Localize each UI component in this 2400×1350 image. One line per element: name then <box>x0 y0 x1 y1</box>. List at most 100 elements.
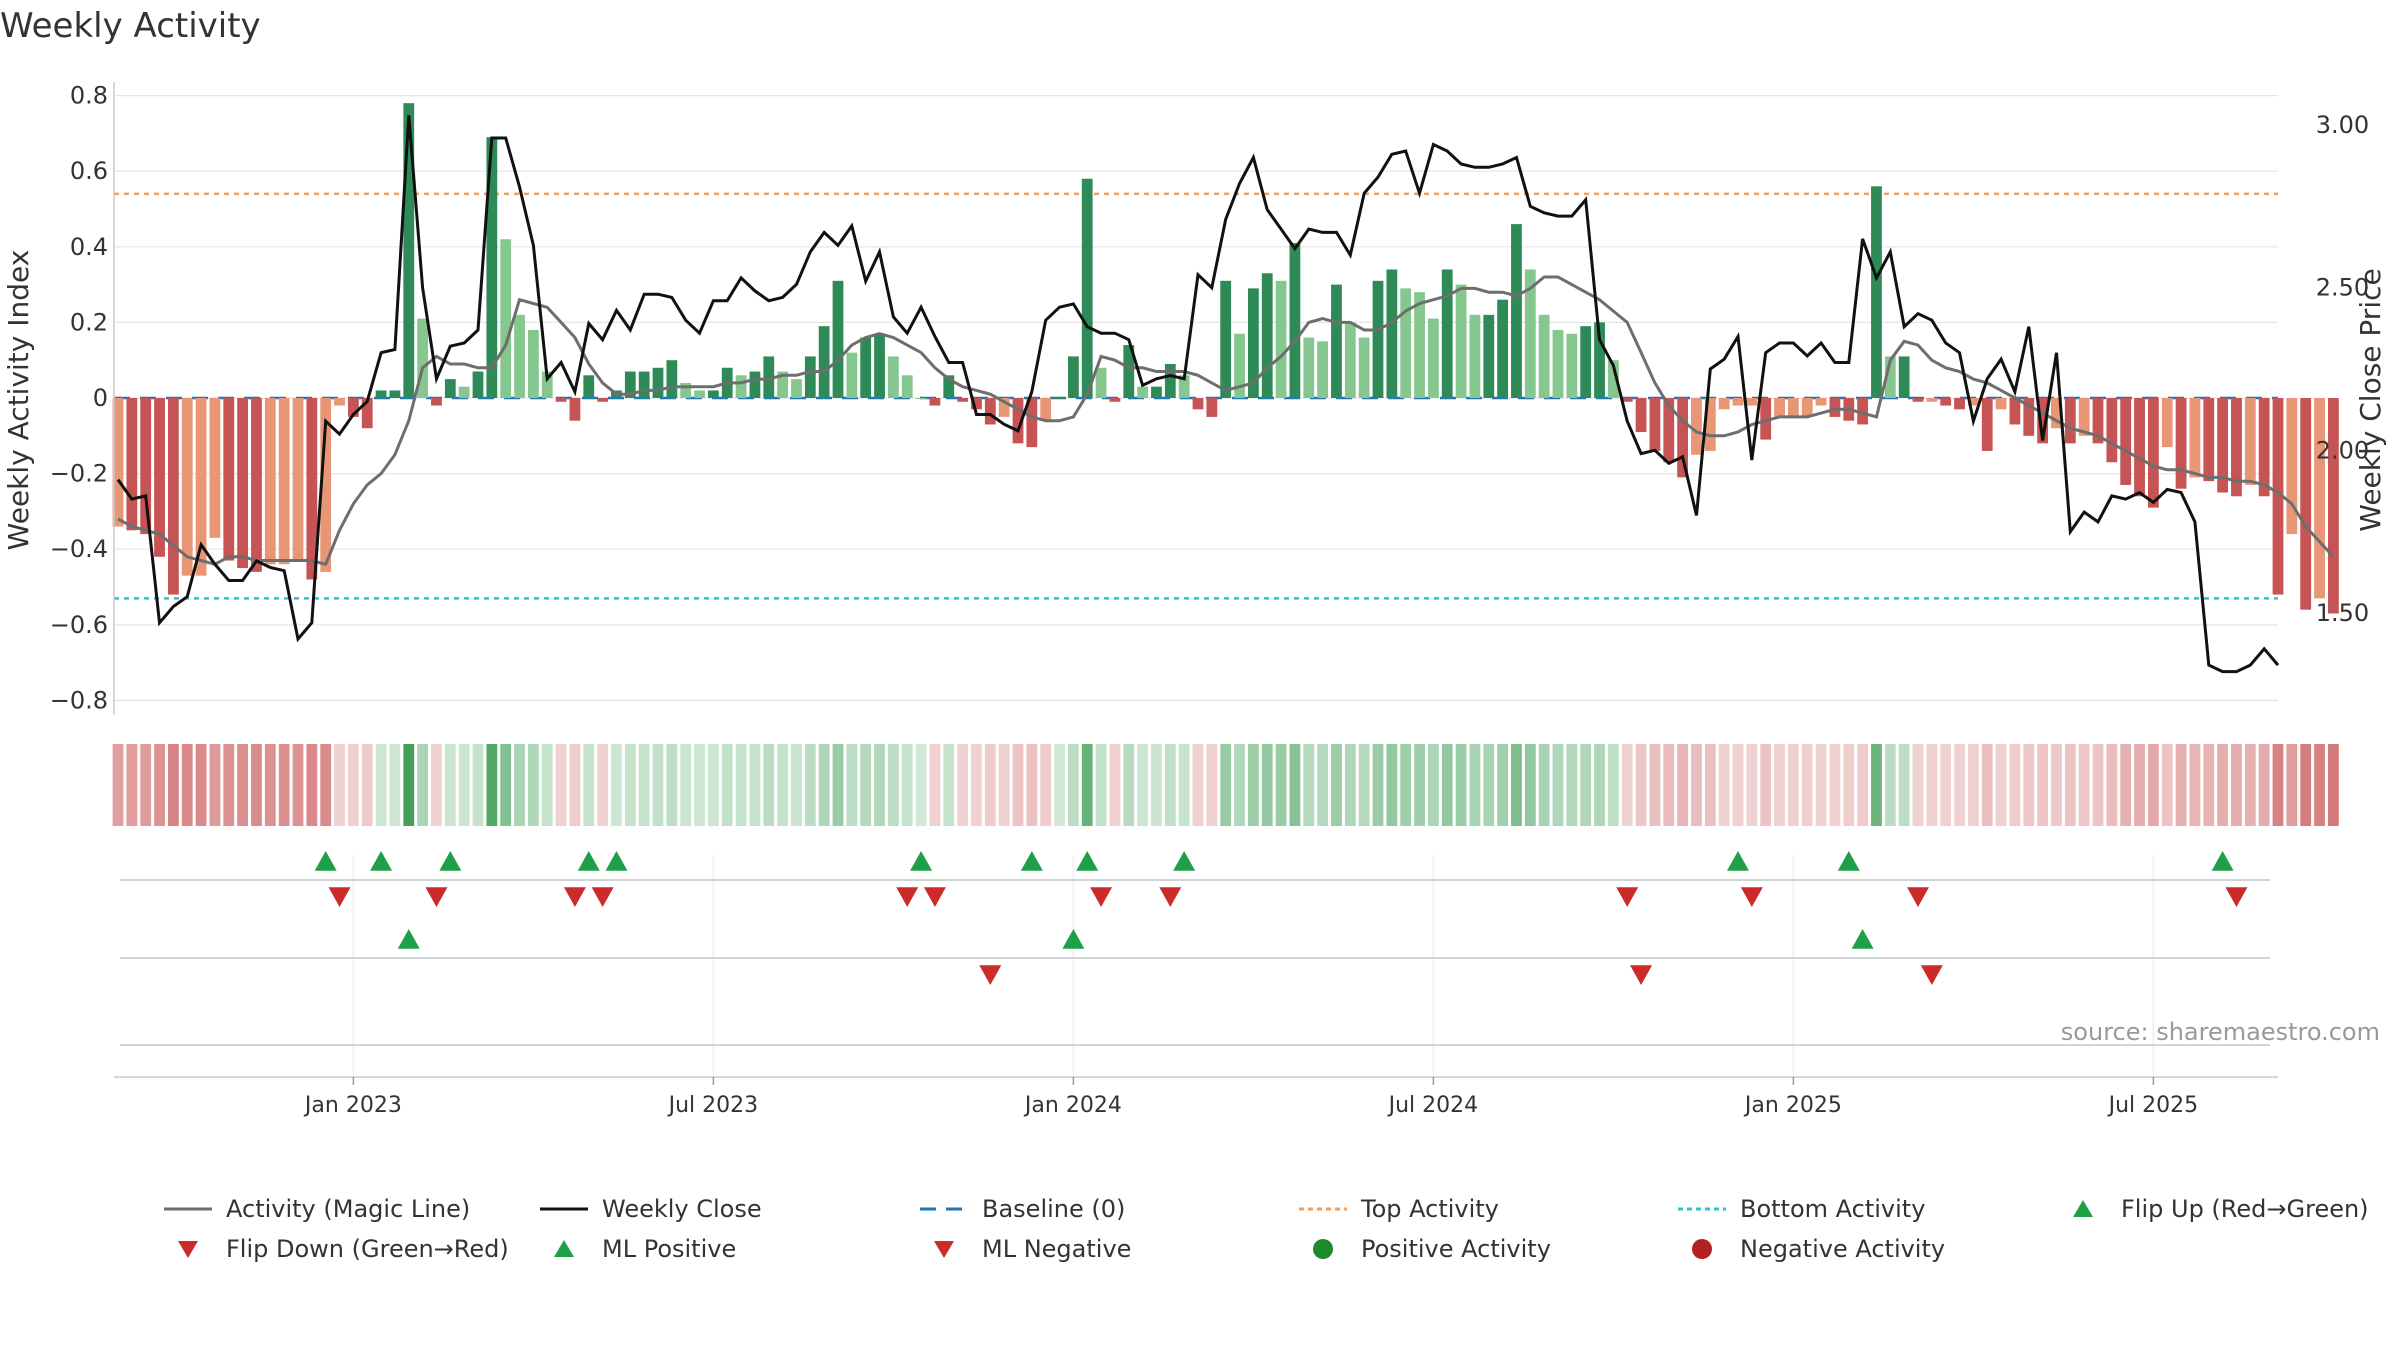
activity-bar <box>444 379 456 398</box>
x-tick-label: Jul 2025 <box>2107 1093 2199 1118</box>
activity-bar <box>1718 398 1730 410</box>
activity-bar <box>2175 398 2187 489</box>
activity-bar <box>2286 398 2298 535</box>
heat-cell <box>1801 744 1813 826</box>
heat-cell <box>2327 744 2339 826</box>
heat-cell <box>1718 744 1730 826</box>
legend-item: ML Negative <box>916 1235 1131 1263</box>
y-tick-label: 0.6 <box>70 157 108 185</box>
heat-cell <box>154 744 165 826</box>
activity-bar <box>1164 363 1176 398</box>
heat-cell <box>1898 744 1910 826</box>
heat-cell <box>874 744 885 826</box>
activity-bar <box>1109 398 1121 402</box>
activity-bar <box>1372 280 1384 398</box>
activity-bar <box>541 371 553 398</box>
activity-bar <box>1511 224 1522 398</box>
heat-cell <box>1206 744 1218 826</box>
heat-cell <box>1441 744 1453 826</box>
activity-bar <box>1331 284 1342 398</box>
y2-tick-label: 2.00 <box>2316 436 2369 464</box>
activity-bar <box>472 371 484 398</box>
threshold-lines <box>114 192 2278 600</box>
legend-row: Flip Down (Green→Red) ML Positive ML Negat… <box>160 1235 2400 1275</box>
legend-swatch <box>540 1207 588 1211</box>
heat-cell <box>1303 744 1315 826</box>
activity-bar <box>1469 314 1481 398</box>
activity-bar <box>1954 398 1965 410</box>
heat-cell <box>472 744 484 826</box>
activity-bar <box>1261 273 1273 398</box>
y-tick-label: 0.2 <box>70 308 108 336</box>
heat-cell <box>818 744 830 826</box>
activity-bar <box>167 398 179 595</box>
heat-cell <box>1220 744 1232 826</box>
heat-cell <box>2106 744 2118 826</box>
activity-bar <box>1940 398 1952 406</box>
legend-swatch <box>1313 1239 1333 1259</box>
legend-swatch <box>554 1240 574 1257</box>
activity-bar <box>832 280 844 398</box>
legend-swatch <box>178 1241 198 1258</box>
heat-cell <box>832 744 844 826</box>
heat-cell <box>1192 744 1204 826</box>
activity-bar <box>874 333 885 398</box>
heat-cell <box>237 744 249 826</box>
flip-up-marker <box>605 851 628 871</box>
heat-cell <box>1358 744 1370 826</box>
activity-bar <box>569 398 581 421</box>
heat-cell <box>804 744 816 826</box>
activity-bar <box>2300 398 2312 610</box>
heat-cell <box>181 744 193 826</box>
activity-bar <box>1967 398 1979 406</box>
heat-cell <box>2175 744 2187 826</box>
activity-bar <box>652 367 664 398</box>
activity-bar <box>1829 398 1841 417</box>
heat-cell <box>2051 744 2062 826</box>
heat-cell <box>292 744 304 826</box>
activity-bar <box>2134 398 2145 497</box>
flip-down-marker <box>563 887 586 907</box>
heat-cell <box>126 744 138 826</box>
y-tick-label: −0.6 <box>50 611 108 639</box>
heat-cell <box>1774 744 1785 826</box>
activity-bar <box>1663 398 1675 463</box>
activity-bar <box>361 398 373 429</box>
activity-bar <box>2272 398 2284 595</box>
y-tick-label: 0.4 <box>70 233 108 261</box>
legend-swatch <box>1678 1207 1726 1211</box>
heat-cell <box>1926 744 1938 826</box>
heat-cell <box>721 744 733 826</box>
activity-bar <box>971 398 982 410</box>
heat-cell <box>943 744 955 826</box>
heat-cell <box>2092 744 2104 826</box>
heat-cell <box>209 744 221 826</box>
activity-bar <box>1247 288 1259 398</box>
activity-bar <box>1151 386 1162 398</box>
heat-cell <box>361 744 373 826</box>
activity-bar <box>1787 398 1799 417</box>
legend-label: Top Activity <box>1361 1195 1499 1223</box>
heat-cell <box>1414 744 1425 826</box>
activity-bar <box>1386 269 1398 398</box>
activity-bar <box>583 375 595 398</box>
activity-bar <box>2023 398 2035 436</box>
heat-cell <box>611 744 622 826</box>
heat-cell <box>334 744 345 826</box>
activity-bar <box>1746 398 1758 406</box>
activity-bar <box>126 398 138 531</box>
flip-down-marker <box>425 887 448 907</box>
activity-bar <box>251 398 262 572</box>
legend-item: ML Positive <box>536 1235 736 1263</box>
heat-cell <box>984 744 996 826</box>
ml-negative-marker <box>1630 965 1653 985</box>
activity-bar <box>777 371 789 398</box>
legend-label: Flip Up (Red→Green) <box>2121 1195 2369 1223</box>
activity-bar <box>804 356 816 398</box>
heat-cell <box>1081 744 1093 826</box>
activity-bar <box>2203 398 2215 482</box>
y2-axis-label: Weekly Close Price <box>2354 268 2387 531</box>
weekly-close-line <box>116 115 2280 674</box>
axes: 0.8 0.6 0.4 0.2 0 −0.2 −0.4 −0.6 −0.8 3.00 2.50 2.0… <box>50 82 2369 1118</box>
